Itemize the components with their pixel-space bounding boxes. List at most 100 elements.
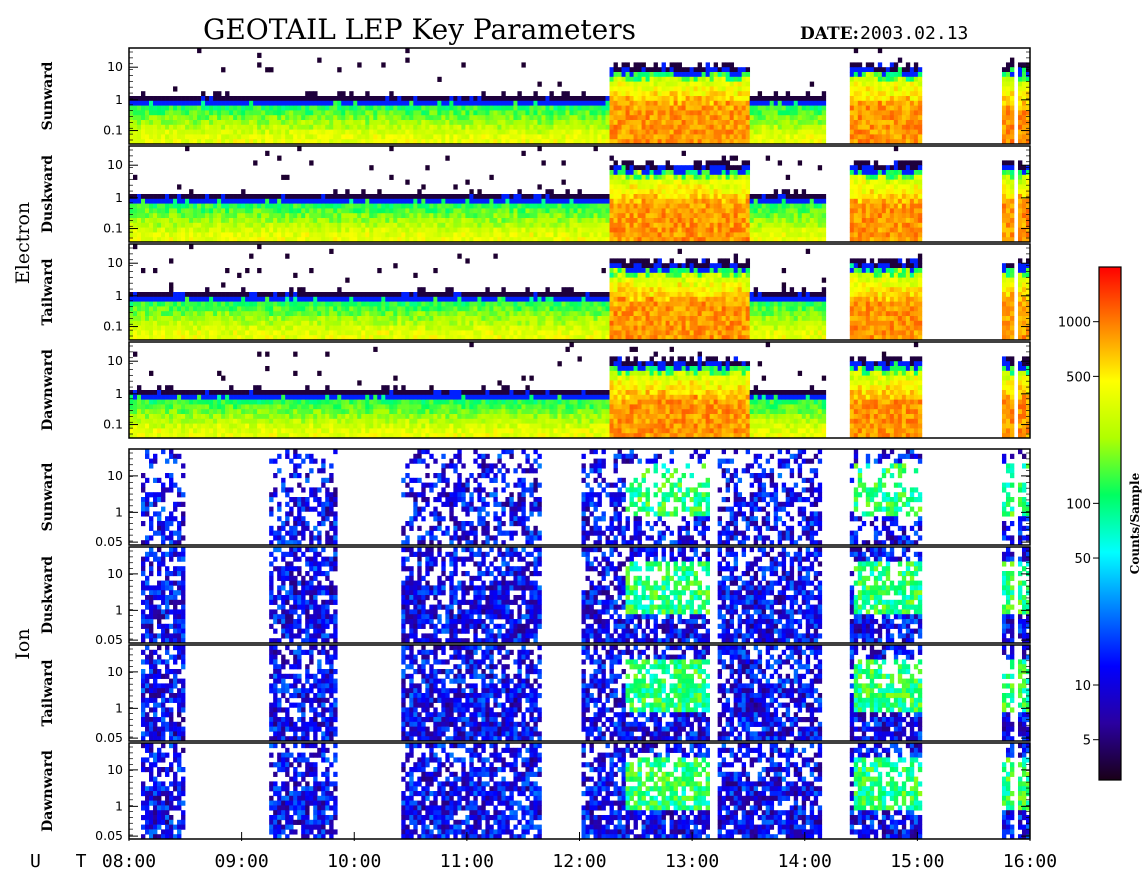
spectrogram-cell [725,198,731,204]
spectrogram-cell [893,222,899,228]
spectrogram-cell [521,232,526,238]
spectrogram-cell [205,115,210,121]
spectrogram-cell [653,124,658,130]
spectrogram-cell [217,129,222,135]
spectrogram-cell [877,76,883,82]
spectrogram-cell [693,76,698,82]
spectrogram-cell [773,110,779,116]
spectrogram-cell [561,208,566,214]
spectrogram-cell [717,170,722,176]
spectrogram-cell [269,194,274,200]
spectrogram-cell [365,237,370,243]
spectrogram-cell [473,227,478,233]
spectrogram-cell [461,105,466,111]
spectrogram-cell [1017,81,1023,87]
spectrogram-cell [649,198,654,204]
spectrogram-cell [393,120,398,126]
spectrogram-cell [585,208,590,214]
spectrogram-cell [353,227,358,233]
spectrogram-cell [661,208,666,214]
spectrogram-cell [457,208,462,214]
spectrogram-cell [333,134,338,140]
spectrogram-cell [889,139,895,145]
spectrogram-cell [377,115,382,121]
spectrogram-cell [797,96,803,102]
spectrogram-cell [301,222,306,228]
spectrogram-cell [493,134,498,140]
spectrogram-cell [749,124,755,130]
spectrogram-cell [609,120,614,126]
spectrogram-cell [417,124,422,130]
spectrogram-cell [517,222,522,228]
spectrogram-cell [1005,237,1011,243]
spectrogram-cell [513,222,518,228]
spectrogram-cell [493,139,498,145]
spectrogram-cell [681,218,686,224]
spectrogram-cell [661,110,666,116]
spectrogram-cell [701,227,706,233]
spectrogram-cell [793,134,799,140]
spectrogram-cell [413,134,418,140]
spectrogram-cell [353,100,358,106]
spectrogram-cell [1005,189,1011,195]
spectrogram-cell [653,170,658,176]
spectrogram-cell [205,194,210,200]
spectrogram-cell [165,105,170,111]
spectrogram-cell [897,57,903,63]
spectrogram-cell [377,218,382,224]
spectrogram-cell [1017,105,1023,111]
spectrogram-cell [653,76,658,82]
spectrogram-cell [205,120,210,126]
spectrogram-cell [341,222,346,228]
spectrogram-cell [177,222,182,228]
spectrogram-cell [733,110,739,116]
spectrogram-cell [289,237,294,243]
spectrogram-cell [1009,179,1015,185]
spectrogram-cell [405,105,410,111]
spectrogram-cell [893,129,899,135]
spectrogram-cell [913,110,919,116]
spectrogram-cell [745,67,751,73]
spectrogram-cell [237,227,242,233]
spectrogram-cell [905,174,911,180]
spectrogram-cell [657,100,662,106]
spectrogram-cell [397,115,402,121]
spectrogram-cell [317,100,322,106]
spectrogram-cell [417,194,422,200]
spectrogram-cell [917,134,923,140]
spectrogram-cell [809,218,815,224]
spectrogram-cell [525,237,530,243]
spectrogram-cell [573,232,578,238]
spectrogram-cell [701,72,706,78]
spectrogram-cell [633,170,638,176]
spectrogram-cell [201,134,206,140]
spectrogram-cell [349,194,354,200]
spectrogram-cell [209,105,214,111]
spectrogram-cell [909,179,915,185]
spectrogram-cell [141,237,146,243]
spectrogram-cell [265,110,270,116]
spectrogram-cell [337,222,342,228]
spectrogram-cell [217,198,222,204]
spectrogram-cell [273,120,278,126]
spectrogram-cell [385,213,390,219]
spectrogram-cell [169,213,174,219]
spectrogram-cell [321,120,326,126]
spectrogram-cell [909,86,915,92]
spectrogram-cell [137,292,142,298]
spectrogram-cell [185,222,190,228]
spectrogram-cell [637,120,642,126]
spectrogram-cell [817,120,823,126]
spectrogram-cell [853,160,859,166]
spectrogram-cell [205,100,210,106]
spectrogram-cell [621,165,626,171]
spectrogram-cell [1005,160,1011,166]
spectrogram-cell [257,96,262,102]
spectrogram-cell [685,213,690,219]
spectrogram-cell [357,134,362,140]
spectrogram-cell [877,189,883,195]
spectrogram-cell [341,120,346,126]
spectrogram-cell [729,194,735,200]
spectrogram-cell [653,198,658,204]
spectrogram-cell [257,129,262,135]
